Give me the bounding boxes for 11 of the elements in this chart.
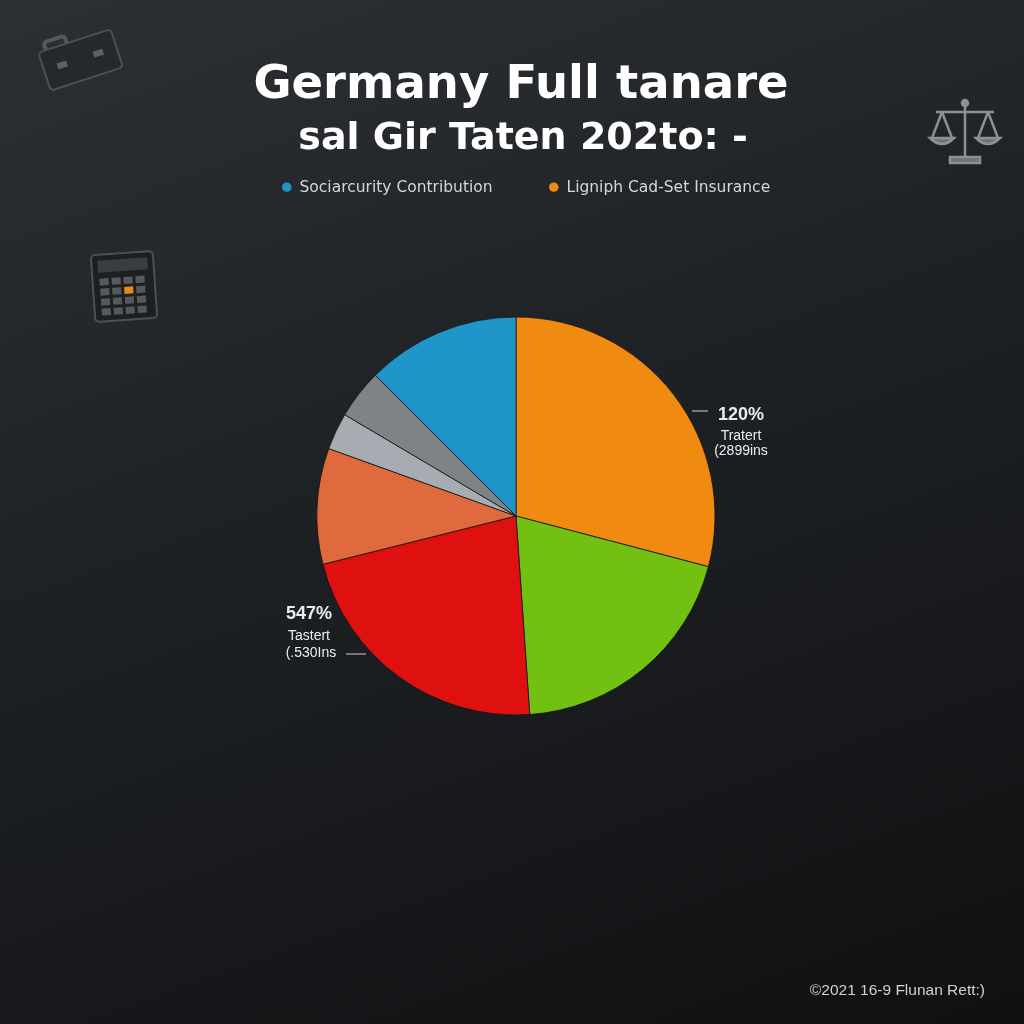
text: 120% (717, 404, 765, 424)
text: (2899ins (714, 442, 768, 458)
legend-label: Sociarcurity Contribution (299, 178, 493, 197)
text: Tratert (720, 427, 762, 443)
chart-subtitle: sal Gir Taten 202to: - (298, 114, 748, 158)
legend-label: Ligniph Cad-Set Insurance (566, 178, 771, 197)
text: ©2021 16-9 Flunan Rett:) (809, 981, 985, 998)
text: (.530Ins (285, 644, 337, 660)
text: Tastert (287, 627, 331, 643)
chart-title: Germany Full tanare (253, 55, 789, 109)
text: 547% (285, 603, 333, 623)
